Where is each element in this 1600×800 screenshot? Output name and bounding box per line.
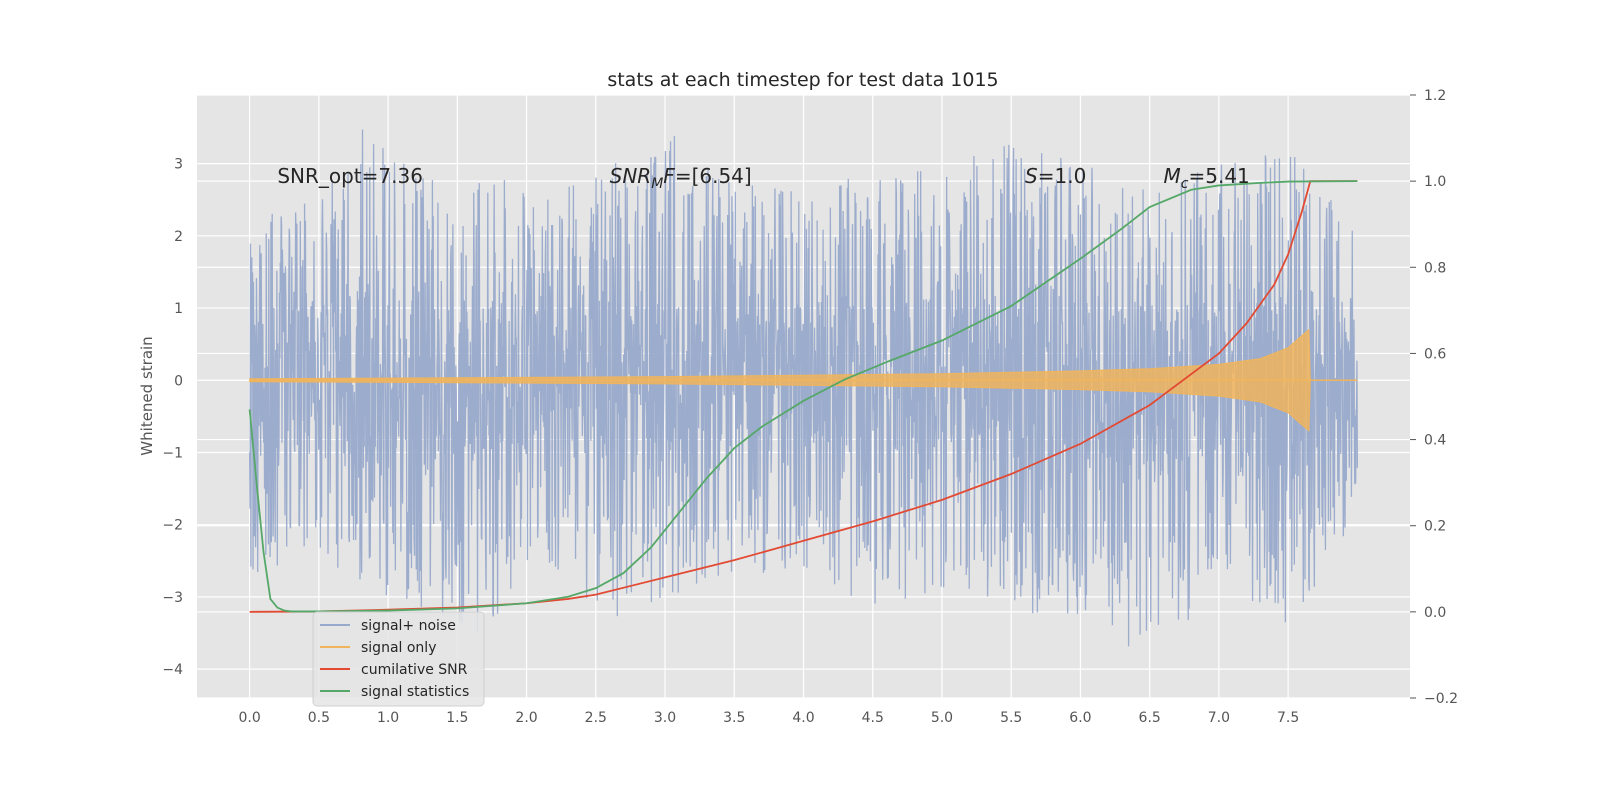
- x-tick-label: 3.5: [723, 710, 745, 726]
- annotation-part: S: [1025, 164, 1038, 188]
- x-tick-label: 1.0: [377, 710, 399, 726]
- annotation: SNR_opt=7.36: [277, 164, 423, 188]
- annotation-part: M: [1164, 164, 1181, 188]
- y-right-tick-label: 1.0: [1424, 174, 1446, 190]
- x-tick-label: 7.5: [1277, 710, 1299, 726]
- annotations: SNR_opt=7.36 SNRMF=[6.54] S=1.0 Mc=5.41: [277, 164, 1249, 192]
- annotation-part: SNR_opt=7.36: [277, 164, 423, 188]
- x-tick-label: 0.5: [308, 710, 330, 726]
- y-left-tick-label: −2: [162, 518, 183, 534]
- x-tick-label: 4.0: [792, 710, 814, 726]
- y-right-tick-label: 0.0: [1424, 605, 1446, 621]
- y-left-tick-label: −1: [162, 445, 183, 461]
- axes: 0.0 0.5 1.0 1.5 2.0 2.5 3.0 3.5 4.0 4.5 5.0 5.5 6.0 6…: [162, 88, 1458, 726]
- annotation: SNRMF=[6.54]: [610, 164, 752, 192]
- x-tick-label: 1.5: [446, 710, 468, 726]
- signal-statistics-line: [248, 180, 1358, 613]
- legend-label: signal only: [361, 640, 436, 656]
- legend-box: [312, 611, 485, 707]
- annotation-part: =1.0: [1038, 164, 1087, 188]
- y-right-tick-label: −0.2: [1424, 691, 1458, 707]
- annotation-part: SNR: [610, 164, 652, 188]
- legend-label: cumilative SNR: [361, 662, 468, 678]
- y-left-tick-label: 0: [174, 373, 183, 389]
- x-tick-label: 0.0: [238, 710, 260, 726]
- x-tick-label: 5.0: [931, 710, 953, 726]
- x-tick-label: 5.5: [1000, 710, 1022, 726]
- x-tick-label: 7.0: [1208, 710, 1230, 726]
- x-tick-label: 2.0: [515, 710, 537, 726]
- y-right-tick-label: 0.4: [1424, 433, 1446, 449]
- y-right-tick-label: 1.2: [1424, 88, 1446, 104]
- annotation-part: M: [651, 176, 663, 192]
- legend-label: signal+ noise: [361, 618, 456, 634]
- annotation-part: c: [1181, 176, 1189, 192]
- annotation: Mc=5.41: [1164, 164, 1250, 192]
- x-tick-label: 3.0: [654, 710, 676, 726]
- y-left-tick-label: 3: [174, 157, 183, 173]
- chart-title: stats at each timestep for test data 101…: [607, 69, 998, 91]
- y-left-tick-label: −3: [162, 590, 183, 606]
- annotation-part: F: [663, 164, 675, 188]
- legend-label: signal statistics: [361, 684, 469, 700]
- plot-area: [248, 129, 1359, 647]
- x-tick-label: 6.0: [1069, 710, 1091, 726]
- y-right-tick-label: 0.6: [1424, 346, 1446, 362]
- legend: signal+ noise signal only cumilative SNR si…: [312, 611, 485, 707]
- y-axis-label: Whitened strain: [138, 336, 156, 455]
- annotation-part: =5.41: [1188, 164, 1249, 188]
- y-left-tick-label: 1: [174, 301, 183, 317]
- annotation-part: =[6.54]: [675, 164, 752, 188]
- y-right-tick-label: 0.2: [1424, 519, 1446, 535]
- y-left-tick-label: 2: [174, 229, 183, 245]
- x-tick-label: 2.5: [585, 710, 607, 726]
- y-left-tick-label: −4: [162, 662, 183, 678]
- x-tick-label: 4.5: [862, 710, 884, 726]
- x-tick-label: 6.5: [1139, 710, 1161, 726]
- y-right-tick-label: 0.8: [1424, 260, 1446, 276]
- annotation: S=1.0: [1025, 164, 1086, 188]
